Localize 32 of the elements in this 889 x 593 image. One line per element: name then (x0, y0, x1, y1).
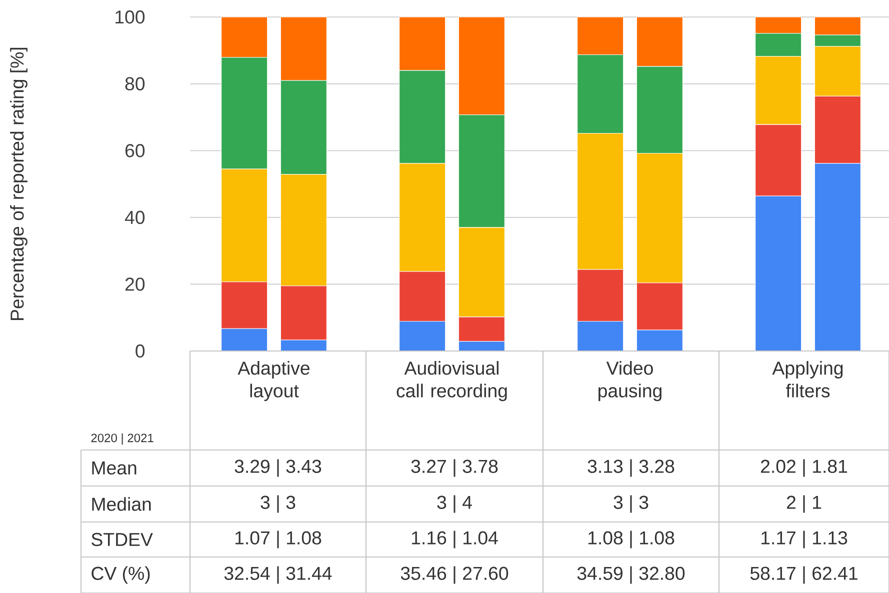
y-tick-label: 40 (124, 210, 145, 224)
y-tick-label: 0 (136, 344, 145, 358)
text: 2020 | 2021 (91, 433, 154, 445)
text: 3.27 | 3.78 (411, 459, 498, 477)
text: 3 | 3 (614, 495, 648, 513)
text: 1.07 | 1.08 (235, 530, 322, 548)
text: 1.08 | 1.08 (588, 530, 674, 548)
text: 3 | 4 (437, 495, 472, 513)
text: 3 | 3 (260, 495, 296, 513)
y-tick-label: 60 (125, 144, 145, 158)
text: 3.29 | 3.43 (234, 459, 322, 477)
text: CV (%) (92, 566, 150, 584)
text: 1.16 | 1.04 (412, 530, 498, 548)
text: 3.13 | 3.28 (588, 459, 674, 477)
x-tick-label: Applying filters (772, 361, 843, 398)
x-tick-label: Video pausing (598, 361, 662, 402)
x-tick-label: Adaptive layout (238, 361, 310, 402)
text: Median (92, 497, 151, 511)
x-tick-label: Audiovisual call recording (396, 361, 507, 402)
text: 58.17 | 62.41 (750, 566, 858, 584)
text: Mean (92, 461, 136, 475)
text: 32.54 | 31.44 (224, 566, 332, 584)
text: 2.02 | 1.81 (761, 459, 848, 477)
y-tick-label: 80 (125, 77, 145, 90)
text: STDEV (92, 532, 153, 546)
y-axis-title: Percentage of reported rating [%] (10, 48, 28, 320)
y-tick-label: 20 (125, 278, 145, 291)
y-tick-label: 100 (116, 10, 145, 24)
text: 34.59 | 32.80 (577, 566, 685, 584)
text: 35.46 | 27.60 (400, 566, 508, 584)
text: 1.17 | 1.13 (761, 530, 848, 548)
text: 2 | 1 (786, 495, 822, 513)
